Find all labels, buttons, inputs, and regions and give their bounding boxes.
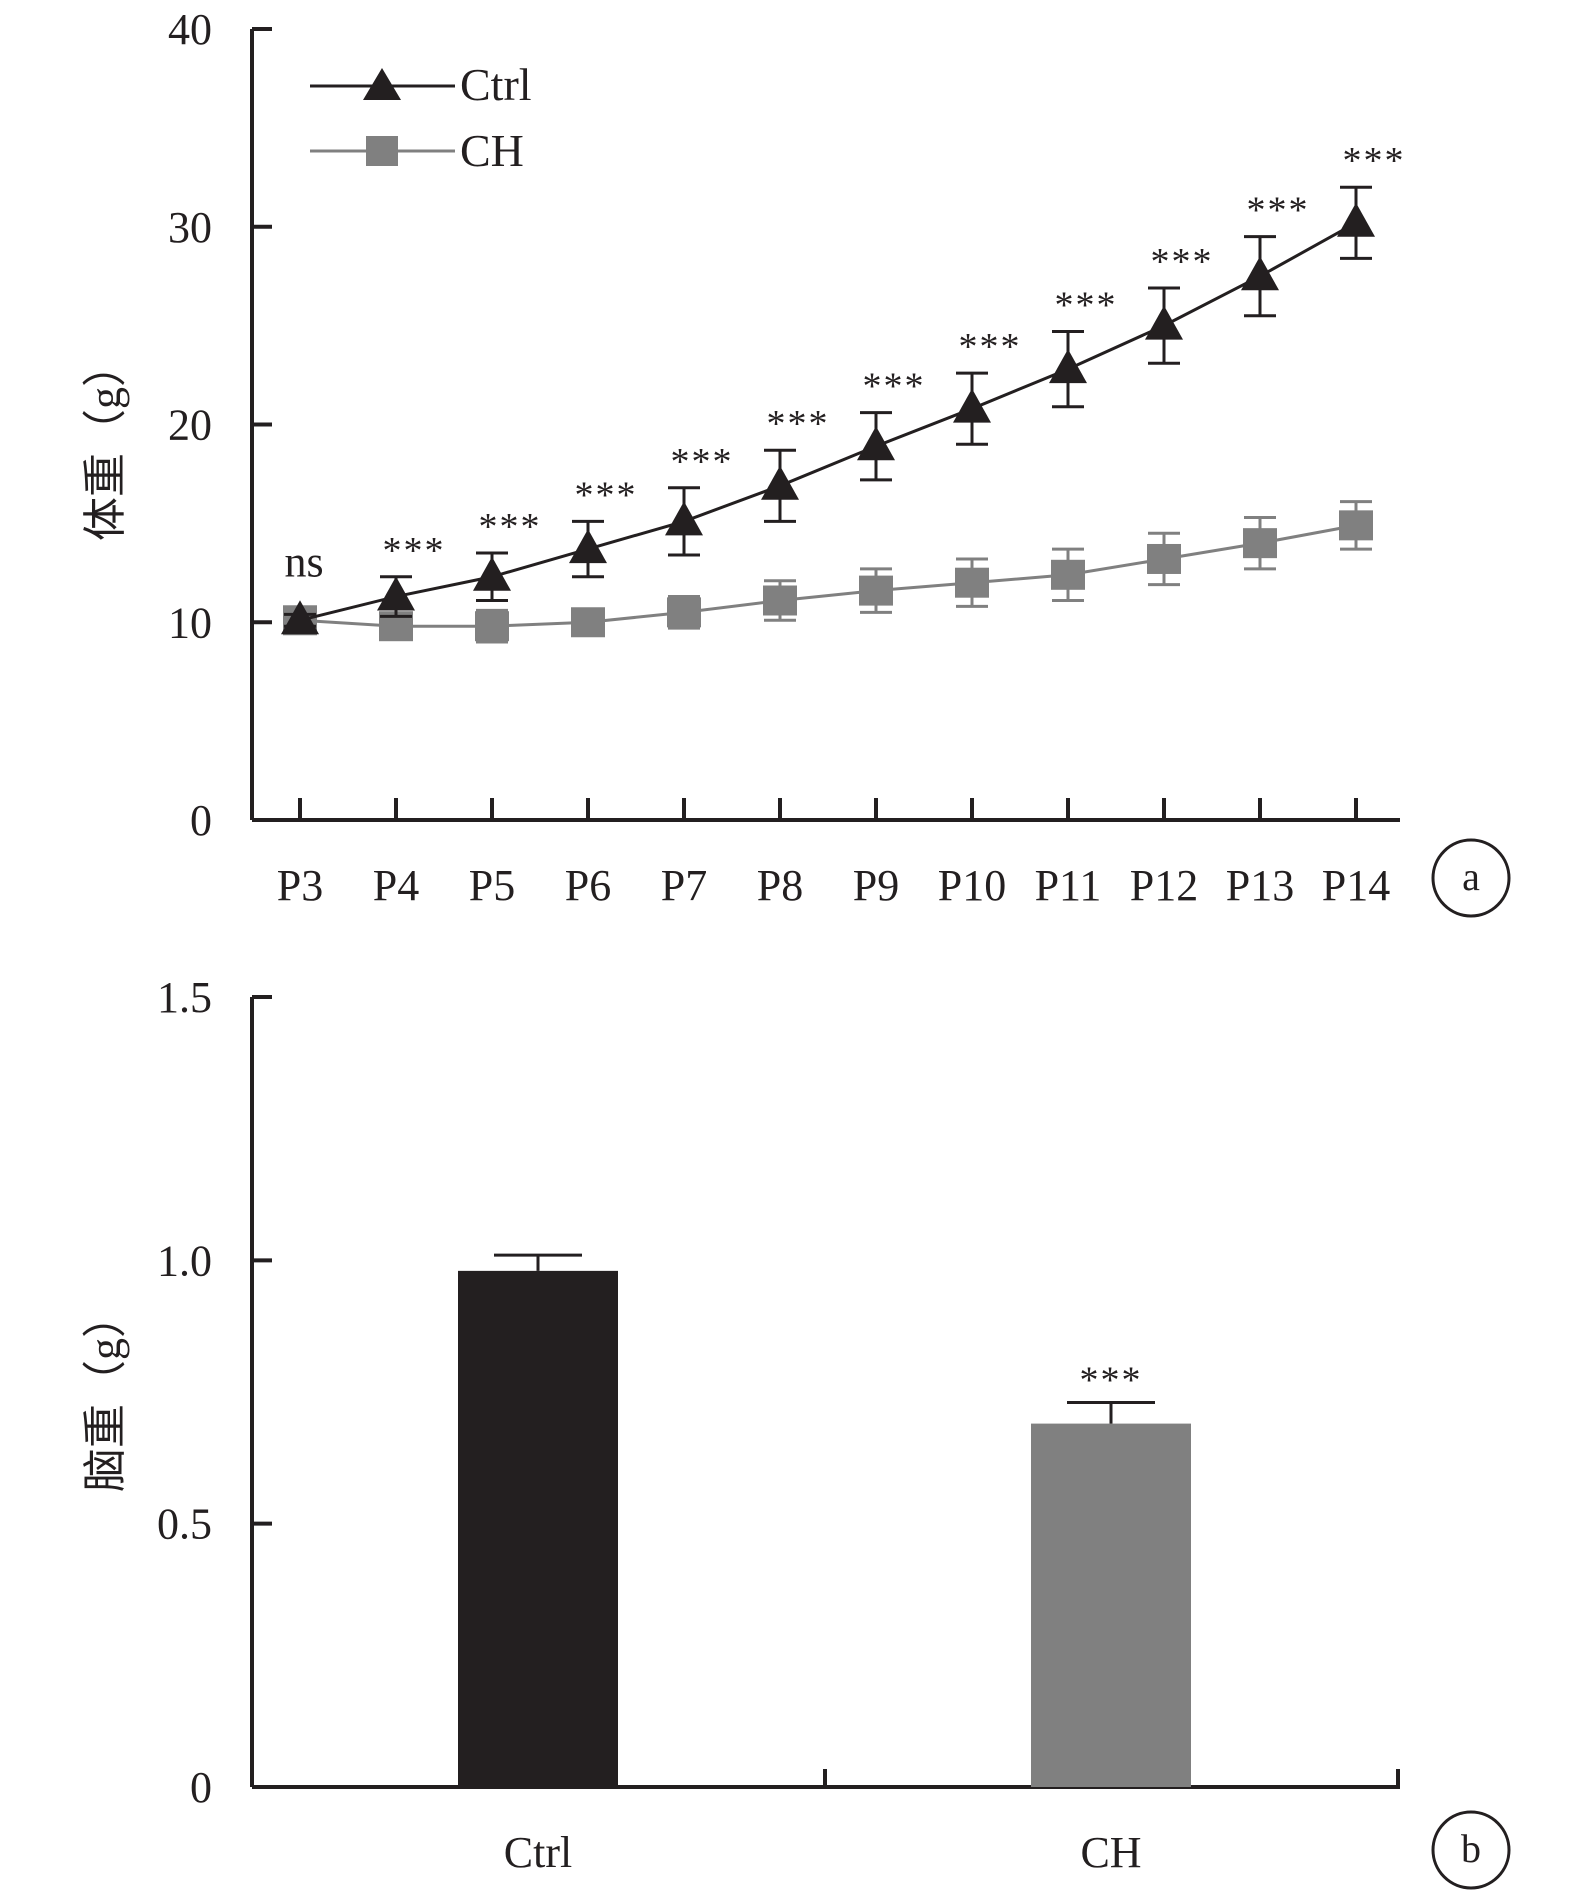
panel-a-y-ticks: 0 10 20 30 40 bbox=[168, 5, 272, 845]
x-tick-label: P11 bbox=[1035, 861, 1102, 910]
x-tick-label: Ctrl bbox=[504, 1828, 572, 1877]
data-point-ch bbox=[1243, 528, 1277, 559]
x-tick-label: P9 bbox=[853, 861, 899, 910]
legend-ctrl-triangle-marker bbox=[363, 68, 401, 100]
panel-a-y-axis-label: 体重（g） bbox=[81, 343, 130, 541]
data-point-ctrl bbox=[1049, 349, 1087, 384]
x-tick-label: P5 bbox=[469, 861, 515, 910]
data-point-ctrl bbox=[761, 465, 799, 500]
data-point-ch bbox=[1051, 559, 1085, 590]
x-tick-label: CH bbox=[1080, 1828, 1141, 1877]
data-point-ch bbox=[763, 585, 797, 616]
data-point-ch bbox=[1147, 543, 1181, 574]
data-point-ctrl bbox=[281, 600, 319, 635]
significance-label: *** bbox=[1055, 285, 1118, 327]
legend-ch-label: CH bbox=[460, 125, 524, 176]
panel-b-y-ticks: 0 0.5 1.0 1.5 bbox=[157, 973, 272, 1812]
x-tick-label: P13 bbox=[1226, 861, 1294, 910]
significance-label: *** bbox=[863, 366, 926, 408]
bar-ctrl bbox=[458, 1270, 618, 1787]
significance-label: *** bbox=[959, 326, 1022, 368]
legend-ctrl-label: Ctrl bbox=[460, 59, 532, 110]
y-tick-label: 0 bbox=[190, 796, 212, 845]
significance-label: *** bbox=[1080, 1360, 1143, 1402]
series-ch-line bbox=[299, 523, 1357, 628]
data-point-ctrl bbox=[377, 576, 415, 611]
panel-a-x-ticks: P3 P4 P5 P6 P7 P8 P9 P10 P11 P12 P13 P14 bbox=[277, 798, 1390, 910]
data-point-ch bbox=[475, 611, 509, 642]
y-tick-label: 1.5 bbox=[157, 973, 212, 1022]
x-tick-label: P8 bbox=[757, 861, 803, 910]
data-point-ch bbox=[571, 607, 605, 638]
y-tick-label: 20 bbox=[168, 401, 212, 450]
y-tick-label: 40 bbox=[168, 5, 212, 54]
significance-label: *** bbox=[671, 441, 734, 483]
data-point-ctrl bbox=[953, 388, 991, 423]
x-tick-label: P14 bbox=[1322, 861, 1390, 910]
panel-b-bar-chart: 0 0.5 1.0 1.5 Ctrl CH *** 脑重（g） b bbox=[81, 973, 1511, 1890]
significance-label: *** bbox=[479, 506, 542, 548]
data-point-ch bbox=[667, 597, 701, 628]
significance-label: *** bbox=[767, 403, 830, 445]
data-point-ctrl bbox=[569, 529, 607, 564]
data-point-ctrl bbox=[473, 556, 511, 591]
y-tick-label: 0 bbox=[190, 1763, 212, 1812]
panel-b-y-axis-label: 脑重（g） bbox=[81, 1294, 130, 1492]
y-tick-label: 10 bbox=[168, 598, 212, 647]
x-tick-label: P3 bbox=[277, 861, 323, 910]
panel-b-letter-badge: b bbox=[1431, 1810, 1511, 1890]
bar-ch bbox=[1031, 1423, 1191, 1787]
panel-a-letter: a bbox=[1462, 854, 1480, 899]
significance-label: *** bbox=[383, 530, 446, 572]
data-point-ctrl bbox=[1145, 305, 1183, 340]
data-point-ch bbox=[859, 575, 893, 606]
panel-b-bars: Ctrl CH *** bbox=[458, 1253, 1191, 1877]
x-tick-label: P12 bbox=[1130, 861, 1198, 910]
data-point-ch bbox=[1339, 510, 1373, 541]
series-ctrl-line bbox=[299, 221, 1357, 622]
y-tick-label: 30 bbox=[168, 203, 212, 252]
panel-a-letter-badge: a bbox=[1431, 838, 1511, 918]
panel-a-significance: ns *** *** *** *** *** *** *** *** *** *** *** bbox=[284, 140, 1406, 586]
significance-label: *** bbox=[575, 474, 638, 516]
significance-label: *** bbox=[1343, 140, 1406, 182]
x-tick-label: P7 bbox=[661, 861, 707, 910]
panel-b-letter: b bbox=[1461, 1826, 1481, 1871]
data-point-ch bbox=[955, 567, 989, 598]
significance-label: *** bbox=[1247, 190, 1310, 232]
significance-label: *** bbox=[1151, 241, 1214, 283]
legend-ch-square-marker bbox=[366, 136, 398, 166]
y-tick-label: 0.5 bbox=[157, 1500, 212, 1549]
panel-a-legend: Ctrl CH bbox=[310, 59, 532, 176]
panel-a-series bbox=[281, 185, 1375, 644]
x-tick-label: P6 bbox=[565, 861, 611, 910]
data-point-ctrl bbox=[857, 426, 895, 461]
data-point-ctrl bbox=[1337, 202, 1375, 237]
data-point-ctrl bbox=[665, 501, 703, 536]
x-tick-label: P4 bbox=[373, 861, 419, 910]
x-tick-label: P10 bbox=[938, 861, 1006, 910]
significance-label: ns bbox=[284, 537, 323, 586]
data-point-ctrl bbox=[1241, 256, 1279, 291]
y-tick-label: 1.0 bbox=[157, 1236, 212, 1285]
